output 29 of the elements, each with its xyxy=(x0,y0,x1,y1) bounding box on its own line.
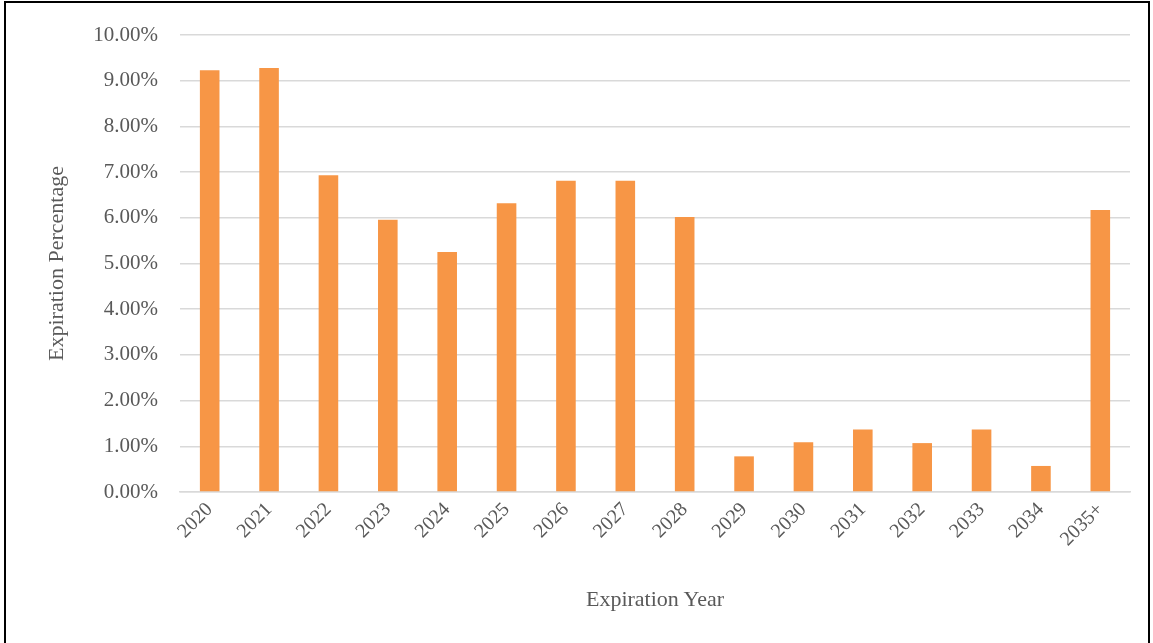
bar xyxy=(615,180,636,492)
bar xyxy=(793,442,814,492)
bar xyxy=(734,456,754,492)
bar xyxy=(318,175,339,492)
y-tick-label: 7.00% xyxy=(103,158,158,183)
bar xyxy=(437,252,457,492)
y-tick-label: 0.00% xyxy=(103,478,158,503)
bar xyxy=(674,216,695,492)
y-tick-label: 6.00% xyxy=(103,204,158,229)
bar xyxy=(259,67,279,492)
bar xyxy=(496,203,517,492)
y-tick-label: 1.00% xyxy=(103,432,158,457)
y-tick-label: 2.00% xyxy=(103,387,158,412)
bar xyxy=(853,429,873,492)
bar xyxy=(556,180,576,492)
y-tick-label: 4.00% xyxy=(103,295,158,320)
bar xyxy=(199,70,220,492)
y-tick-label: 10.00% xyxy=(93,21,158,46)
y-tick-label: 5.00% xyxy=(103,250,158,275)
bar xyxy=(971,429,992,492)
bar xyxy=(378,219,398,492)
x-axis-title: Expiration Year xyxy=(585,585,725,611)
y-tick-label: 8.00% xyxy=(103,112,158,137)
y-tick-label: 3.00% xyxy=(103,341,158,366)
bar xyxy=(912,443,932,492)
bar xyxy=(1090,210,1111,492)
bar xyxy=(1031,465,1051,492)
y-axis-title: Expiration Percentage xyxy=(42,166,68,361)
y-tick-label: 9.00% xyxy=(103,67,158,92)
